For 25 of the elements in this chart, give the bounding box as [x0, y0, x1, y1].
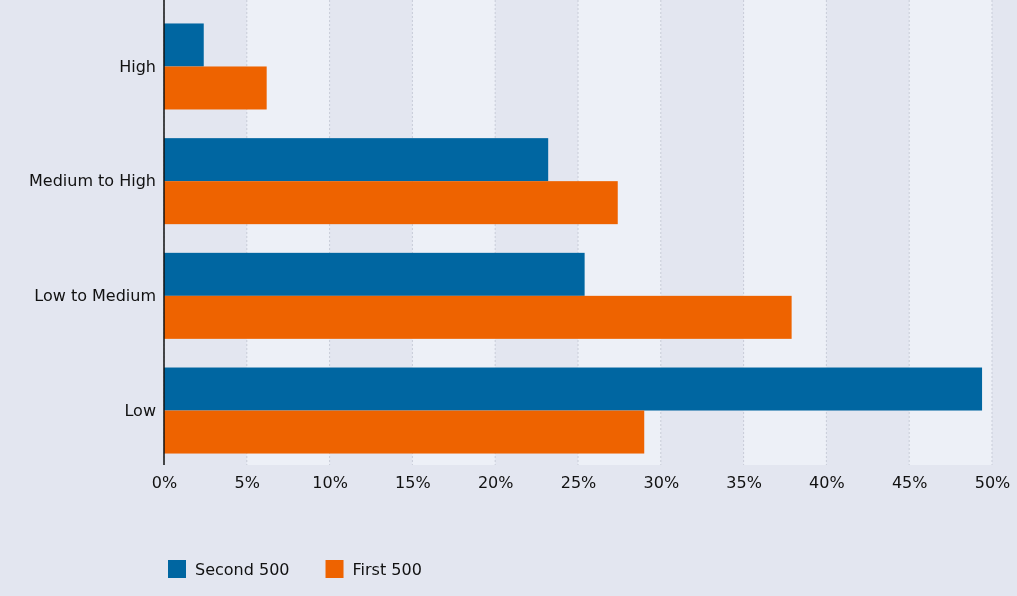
x-tick-label: 15%	[395, 473, 431, 493]
bar	[164, 295, 792, 339]
bar	[164, 138, 549, 182]
x-tick-label: 35%	[726, 473, 762, 493]
y-tick-label: High	[119, 56, 156, 76]
bar	[164, 252, 585, 296]
bar	[164, 181, 618, 225]
y-tick-label: Low to Medium	[34, 285, 156, 305]
bar	[164, 367, 983, 411]
y-tick-label: Low	[124, 400, 156, 420]
bar	[164, 410, 645, 454]
x-tick-label: 10%	[312, 473, 348, 493]
y-tick-label: Medium to High	[29, 171, 156, 191]
x-tick-label: 45%	[891, 473, 928, 493]
bar	[164, 23, 204, 67]
x-tick-label: 30%	[643, 473, 680, 493]
x-tick-label: 40%	[809, 473, 845, 493]
bar	[164, 66, 267, 110]
legend-label: First 500	[352, 559, 422, 579]
x-tick-label: 5%	[234, 473, 260, 493]
x-tick-label: 0%	[151, 473, 178, 493]
x-tick-label: 50%	[974, 473, 1011, 493]
legend-label: Second 500	[195, 559, 290, 579]
x-tick-label: 25%	[560, 473, 597, 493]
x-tick-label: 20%	[477, 473, 514, 493]
